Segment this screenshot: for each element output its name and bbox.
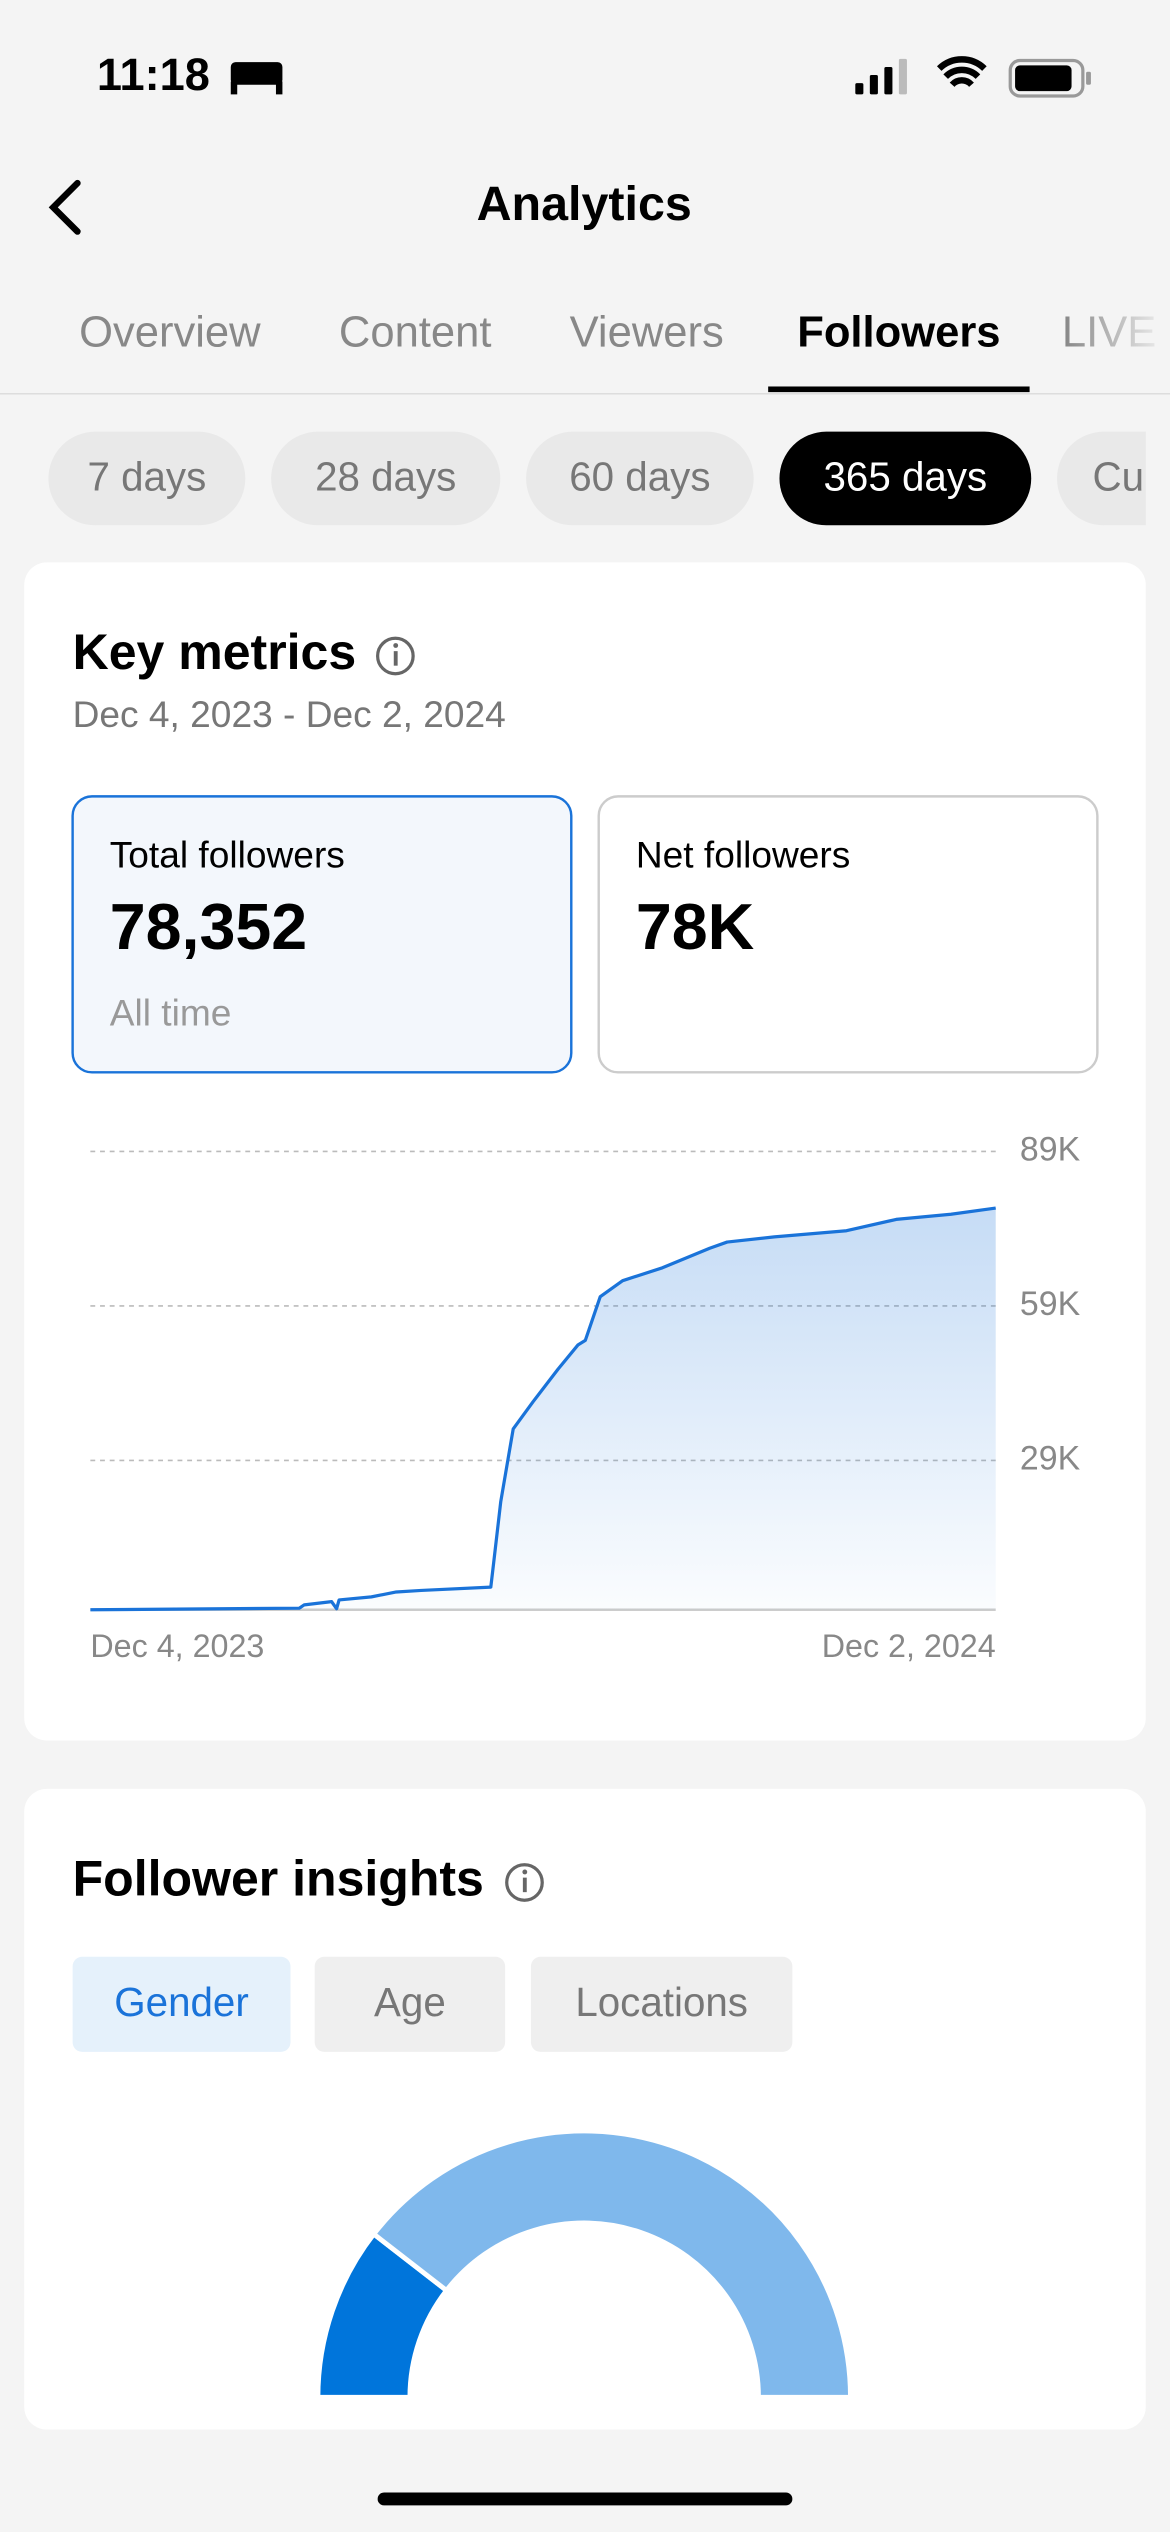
tab-fade (1065, 271, 1170, 393)
tab-underline (768, 386, 1030, 393)
insight-tab[interactable] (72, 1956, 291, 2052)
tab[interactable]: Overview (79, 308, 261, 356)
info-icon[interactable] (376, 636, 415, 676)
line (90, 1206, 996, 1612)
range-pill[interactable] (779, 431, 1032, 526)
signal-icon (855, 58, 907, 95)
metric-card[interactable] (71, 795, 573, 1074)
metric-note: All time (110, 992, 232, 1034)
range-label: 60 days (569, 454, 710, 500)
back-button[interactable] (48, 179, 81, 235)
y-tick-label: 59K (1020, 1285, 1081, 1323)
section-title: Key metrics (73, 624, 357, 680)
insight-tab-label: Locations (575, 1979, 748, 2025)
range-pill[interactable] (1057, 431, 1170, 526)
insight-tab-label: Age (374, 1979, 446, 2025)
date-range: Dec 4, 2023 - Dec 2, 2024 (73, 693, 506, 735)
metric-label: Total followers (110, 834, 345, 876)
range-pill[interactable] (48, 431, 246, 526)
tab[interactable]: Viewers (570, 308, 724, 356)
metric-value: 78K (636, 891, 755, 963)
insight-tab[interactable] (530, 1956, 793, 2052)
tab[interactable]: Content (339, 308, 492, 356)
info-icon[interactable] (505, 1863, 544, 1902)
range-label: 365 days (823, 454, 987, 500)
range-label: 7 days (87, 454, 206, 500)
sleep-icon (230, 62, 283, 95)
x-tick-label: Dec 2, 2024 (822, 1628, 996, 1664)
donut-segment (370, 2128, 853, 2400)
status-time: 11:18 (97, 49, 210, 100)
wifi-icon (936, 56, 987, 88)
range-label: Cu (1093, 454, 1145, 500)
metric-value: 78,352 (110, 891, 307, 963)
y-tick-label: 89K (1020, 1130, 1081, 1168)
y-tick-label: 29K (1020, 1439, 1081, 1477)
metric-card[interactable] (597, 795, 1099, 1074)
section-title: Follower insights (73, 1851, 484, 1907)
metric-label: Net followers (636, 834, 850, 876)
insight-tab[interactable] (314, 1956, 506, 2052)
x-tick-label: Dec 4, 2023 (90, 1628, 264, 1664)
range-pill[interactable] (271, 431, 501, 526)
range-label: 28 days (315, 454, 456, 500)
insight-tab-label: Gender (114, 1979, 249, 2025)
area (90, 1208, 996, 1610)
page-title: Analytics (477, 177, 692, 231)
insights-card (24, 1788, 1146, 2430)
home-indicator (377, 2492, 793, 2506)
battery-icon (1008, 58, 1091, 98)
tab[interactable]: Followers (797, 308, 1000, 356)
range-pill[interactable] (526, 431, 754, 526)
